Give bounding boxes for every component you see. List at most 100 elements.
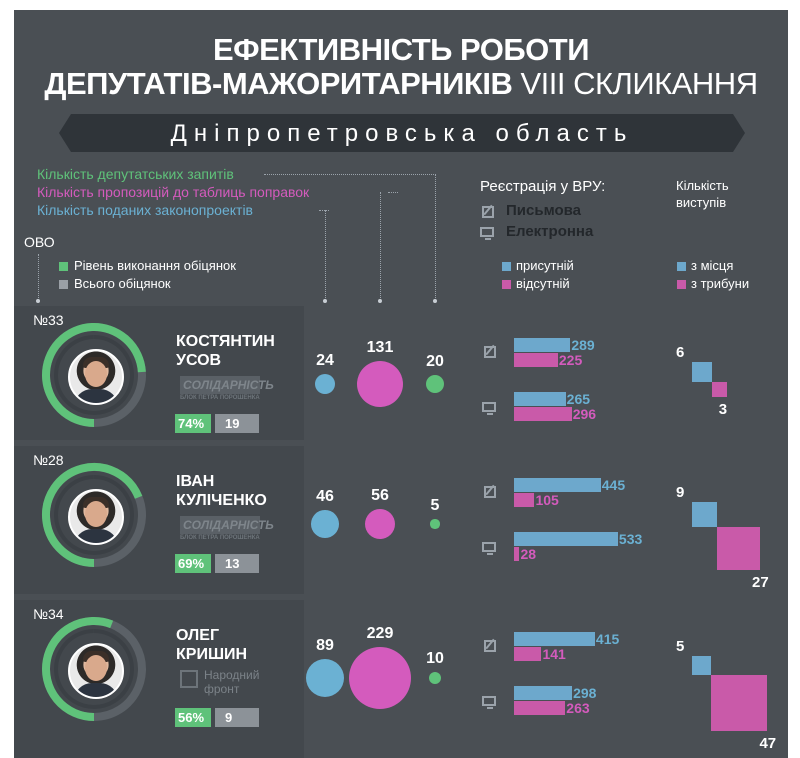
promise-percent: 74% (175, 414, 211, 433)
value-requests: 24 (316, 351, 334, 369)
promise-percent: 56% (175, 708, 211, 727)
value-bills: 10 (426, 649, 444, 667)
bar-value-electronic-absent: 296 (572, 406, 597, 422)
written-icon (484, 640, 496, 652)
bar-written-present (514, 632, 595, 646)
bar-written-present (514, 478, 601, 492)
region-banner: Дніпропетровська область (59, 114, 745, 152)
title-thin: VIII СКЛИКАННЯ (520, 66, 758, 101)
circle-requests (314, 373, 336, 395)
promise-total: 13 (215, 554, 259, 573)
photo-head (85, 655, 107, 681)
legend-written: Письмова (506, 202, 581, 219)
bar-value-written-present: 289 (571, 337, 595, 353)
promise-total: 9 (215, 708, 259, 727)
value-proposals: 56 (371, 486, 389, 504)
district-number: №33 (33, 312, 64, 328)
registration-title: Реєстрація у ВРУ: (480, 178, 606, 195)
electronic-icon (480, 227, 494, 240)
region-name: Дніпропетровська область (170, 120, 634, 147)
photo-head (85, 501, 107, 527)
photo-suit (74, 529, 118, 543)
speech-seat-value: 9 (676, 484, 685, 501)
party-logo: СОЛІДАРНІСТЬ БЛОК ПЕТРА ПОРОШЕНКА (180, 376, 274, 406)
circle-bills (425, 374, 445, 394)
guide-proposals (388, 192, 398, 193)
written-icon (484, 346, 496, 358)
legend-present: присутній (516, 258, 574, 273)
deputy-photo (68, 349, 124, 405)
speech-seat-square (692, 656, 711, 675)
written-icon (484, 486, 496, 498)
bar-electronic-present (514, 686, 573, 700)
photo-suit (74, 683, 118, 697)
value-proposals: 229 (366, 624, 394, 642)
bar-electronic-present (514, 392, 566, 406)
party-name: СОЛІДАРНІСТЬ (180, 376, 274, 394)
infographic: ЕФЕКТИВНІСТЬ РОБОТИ ДЕПУТАТІВ-МАЖОРИТАРН… (14, 10, 788, 758)
promise-percent: 69% (175, 554, 211, 573)
electronic-icon (482, 696, 496, 709)
electronic-icon (482, 402, 496, 415)
bar-value-electronic-present: 533 (618, 531, 643, 547)
legend-from-seat: з місця (691, 258, 734, 273)
value-requests: 89 (316, 636, 334, 654)
title-line-1: ЕФЕКТИВНІСТЬ РОБОТИ (212, 32, 590, 67)
party-emblem-icon (180, 670, 198, 688)
photo-head (85, 361, 107, 387)
value-bills: 20 (426, 352, 444, 370)
guide-dot (36, 299, 40, 303)
party-logo: Народний фронт (180, 668, 270, 700)
speech-tribune-square (712, 382, 727, 397)
bar-electronic-absent (514, 407, 572, 421)
electronic-icon (482, 542, 496, 555)
deputy-last-name: КУЛІЧЕНКО (176, 492, 267, 509)
legend-requests: Кількість депутатських запитів (37, 166, 234, 182)
legend-tribune-square (677, 280, 686, 289)
title-bold: ДЕПУТАТІВ-МАЖОРИТАРНИКІВ (44, 66, 513, 101)
party-logo: СОЛІДАРНІСТЬ БЛОК ПЕТРА ПОРОШЕНКА (180, 516, 274, 546)
party-subtitle: БЛОК ПЕТРА ПОРОШЕНКА (180, 395, 260, 401)
deputy-first-name: КОСТЯНТИН (176, 333, 275, 350)
speech-tribune-value: 47 (759, 735, 777, 753)
promise-ring-done (42, 323, 146, 427)
row-background (14, 600, 304, 758)
legend-absent-square (502, 280, 511, 289)
legend-gray-square (59, 280, 68, 289)
deputy-first-name: ОЛЕГ (176, 627, 220, 644)
speeches-title-1: Кількість (676, 178, 729, 193)
bar-value-written-absent: 225 (558, 352, 583, 368)
legend-seat-square (677, 262, 686, 271)
promise-ring-inner (54, 335, 134, 415)
legend-electronic: Електронна (506, 223, 594, 240)
promise-ring-inner (54, 629, 134, 709)
bar-electronic-present (514, 532, 618, 546)
party-name: Народний фронт (204, 668, 260, 696)
speech-tribune-value: 27 (752, 574, 769, 592)
speech-tribune-square (710, 674, 768, 732)
bar-written-absent (514, 493, 535, 507)
promise-ring-done (42, 617, 114, 721)
bar-value-written-present: 445 (601, 477, 626, 493)
bar-value-electronic-present: 298 (573, 685, 597, 701)
speech-tribune-value: 3 (718, 400, 728, 418)
speech-seat-value: 5 (676, 638, 685, 655)
legend-absent: відсутній (516, 276, 570, 291)
party-name: СОЛІДАРНІСТЬ (180, 516, 274, 534)
guide-v-ovo (38, 254, 39, 300)
bar-value-written-absent: 141 (542, 646, 566, 662)
promise-total: 19 (215, 414, 259, 433)
guide-v-proposals (380, 192, 381, 300)
promise-ring-inner (54, 475, 134, 555)
legend-bills: Кількість поданих законопроектів (37, 202, 253, 218)
promise-ring (42, 323, 146, 427)
promise-ring-done (42, 463, 143, 567)
legend-ovo: ОВО (24, 234, 55, 250)
value-bills: 5 (430, 497, 440, 515)
circle-proposals (348, 646, 411, 709)
speech-seat-value: 6 (676, 344, 685, 361)
legend-promises-done: Рівень виконання обіцянок (74, 258, 236, 273)
district-number: №34 (33, 606, 64, 622)
bar-electronic-absent (514, 547, 520, 561)
guide-dot (433, 299, 437, 303)
